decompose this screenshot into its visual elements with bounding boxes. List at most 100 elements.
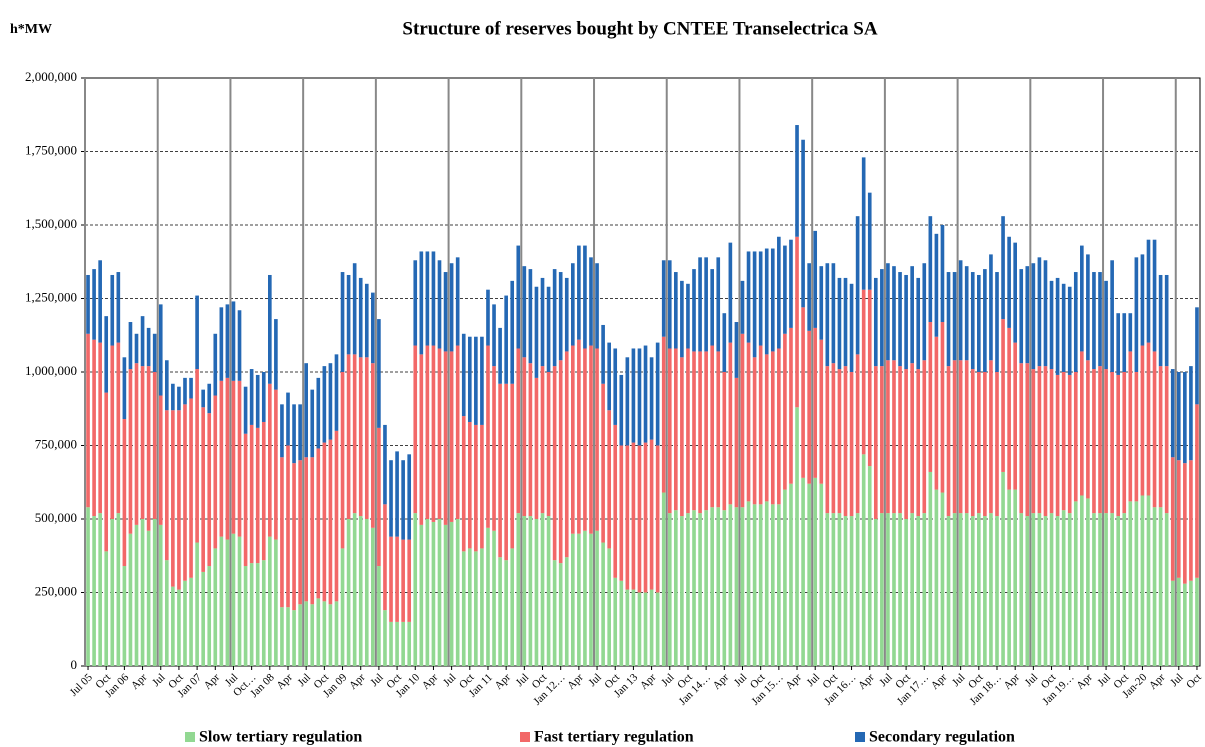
bar-segment <box>328 604 333 666</box>
bar-segment <box>655 445 660 593</box>
bar-segment <box>777 348 781 505</box>
bar-segment <box>225 539 230 666</box>
bar-segment <box>789 239 793 328</box>
bar-segment <box>486 345 490 528</box>
bar-segment <box>98 260 102 343</box>
bar-segment <box>783 489 787 666</box>
bar-segment <box>964 513 969 666</box>
x-tick-label: Apr <box>565 671 586 692</box>
bar-segment <box>1164 274 1169 367</box>
bar-segment <box>268 536 272 666</box>
bar-segment <box>516 348 521 514</box>
x-tick-label: Apr <box>202 671 223 692</box>
bar-segment <box>504 560 508 666</box>
bar-segment <box>395 451 399 537</box>
bar-segment <box>1073 372 1078 502</box>
bar-segment <box>1104 513 1108 666</box>
bar-segment <box>892 360 896 514</box>
bar-segment <box>807 330 811 484</box>
bar-segment <box>758 504 763 666</box>
bar-segment <box>1092 369 1096 514</box>
bar-segment <box>1158 507 1163 666</box>
bar-segment <box>964 360 969 514</box>
bar-segment <box>589 257 593 346</box>
bar-segment <box>898 366 902 514</box>
legend-swatch <box>185 732 195 742</box>
bar-segment <box>764 501 769 666</box>
bar-segment <box>674 348 678 511</box>
bar-segment <box>243 386 248 434</box>
bar-segment <box>807 263 811 331</box>
bar-segment <box>86 507 90 666</box>
bar-segment <box>274 539 278 666</box>
bar-segment <box>704 257 708 352</box>
bar-segment <box>577 339 581 534</box>
bar-segment <box>492 530 496 666</box>
bar-segment <box>880 513 884 666</box>
bar-segment <box>480 336 484 425</box>
bar-segment <box>92 269 96 340</box>
bar-segment <box>310 457 315 605</box>
bar-segment <box>607 342 611 411</box>
bar-segment <box>540 513 545 666</box>
bar-segment <box>601 383 605 543</box>
bar-segment <box>667 348 672 514</box>
bar-segment <box>474 551 478 666</box>
bar-segment <box>419 524 424 666</box>
bar-segment <box>437 260 442 349</box>
bar-segment <box>710 345 715 508</box>
bar-segment <box>1128 313 1133 352</box>
bar-segment <box>728 342 733 505</box>
bar-segment <box>819 266 824 340</box>
bar-segment <box>183 404 187 581</box>
bar-segment <box>540 277 545 367</box>
bar-segment <box>1092 272 1096 370</box>
bar-segment <box>504 383 508 561</box>
bar-segment <box>280 457 284 608</box>
bar-segment <box>770 351 775 505</box>
bar-segment <box>146 530 151 666</box>
bar-segment <box>1152 351 1157 508</box>
bar-segment <box>419 354 424 525</box>
bar-segment <box>474 424 478 552</box>
bar-segment <box>110 274 115 346</box>
bar-segment <box>595 348 599 531</box>
y-tick-label: 750,000 <box>35 436 77 451</box>
bar-segment <box>413 513 418 666</box>
bar-segment <box>928 471 933 666</box>
bar-segment <box>940 225 945 323</box>
bar-segment <box>443 524 448 666</box>
bar-segment <box>116 342 121 514</box>
bar-segment <box>667 513 672 666</box>
bar-segment <box>1013 242 1017 343</box>
bar-segment <box>437 519 442 666</box>
bar-segment <box>643 442 648 593</box>
x-tick-label: Jul <box>441 671 459 689</box>
bar-segment <box>328 363 333 440</box>
bar-segment <box>383 504 387 611</box>
bar-segment <box>207 383 212 414</box>
bar-segment <box>261 372 266 422</box>
bar-segment <box>371 527 375 666</box>
bar-segment <box>183 580 187 666</box>
bar-segment <box>1104 280 1108 370</box>
bar-segment <box>661 260 666 337</box>
bar-segment <box>461 551 466 666</box>
bar-segment <box>843 366 848 517</box>
bar-segment <box>110 345 115 519</box>
bar-segment <box>552 366 557 561</box>
bar-segment <box>237 536 242 666</box>
bar-segment <box>904 519 908 666</box>
bar-segment <box>1098 513 1102 666</box>
bar-segment <box>758 345 763 505</box>
y-tick-label: 1,250,000 <box>25 289 77 304</box>
bar-segment <box>389 621 393 666</box>
bar-segment <box>219 307 224 381</box>
bar-segment <box>280 607 284 666</box>
bar-segment <box>1176 577 1181 666</box>
bar-segment <box>492 366 496 531</box>
bar-segment <box>1146 495 1151 666</box>
x-tick-label: Jul <box>732 671 750 689</box>
bar-segment <box>164 410 169 561</box>
bar-segment <box>352 513 357 666</box>
